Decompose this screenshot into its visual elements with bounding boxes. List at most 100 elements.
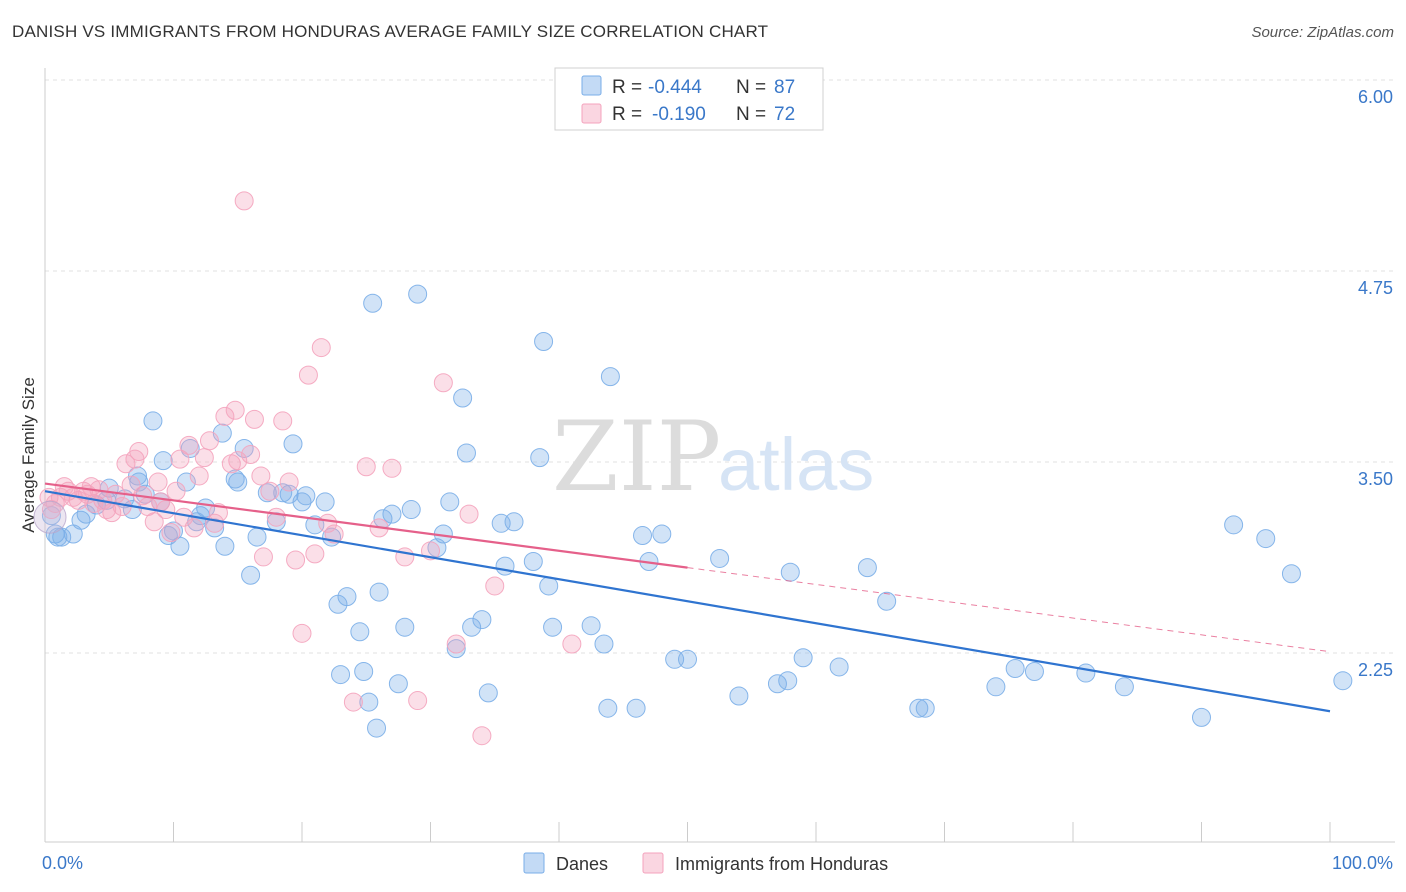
- point-danes: [292, 492, 312, 512]
- point-honduras: [116, 454, 136, 474]
- chart-title: DANISH VS IMMIGRANTS FROM HONDURAS AVERA…: [12, 22, 769, 41]
- point-honduras: [286, 550, 306, 570]
- point-honduras: [184, 518, 204, 538]
- point-danes: [523, 552, 543, 572]
- point-danes: [359, 692, 379, 712]
- point-danes: [408, 284, 428, 304]
- point-honduras: [253, 547, 273, 567]
- point-danes: [1024, 662, 1044, 682]
- point-danes: [472, 610, 492, 630]
- legend-r-label: R =: [612, 77, 642, 98]
- point-honduras: [244, 409, 264, 429]
- point-honduras: [311, 338, 331, 358]
- point-danes: [710, 548, 730, 568]
- point-honduras: [472, 726, 492, 746]
- x-tick-labels: 0.0% 100.0%: [42, 853, 1393, 873]
- point-honduras: [562, 634, 582, 654]
- point-danes: [215, 536, 235, 556]
- point-honduras: [161, 522, 181, 542]
- point-danes: [678, 649, 697, 669]
- point-danes: [793, 648, 813, 668]
- bottom-legend-swatch-honduras: [642, 852, 664, 874]
- point-danes: [225, 469, 245, 489]
- point-danes: [446, 639, 466, 659]
- point-danes: [633, 526, 653, 546]
- x-tick-label-max: 100.0%: [1332, 853, 1393, 873]
- legend-n-label: N =: [736, 77, 766, 98]
- point-danes: [1114, 677, 1134, 697]
- point-honduras: [144, 512, 164, 532]
- point-danes: [395, 617, 415, 637]
- point-danes: [363, 293, 383, 313]
- point-danes: [626, 698, 646, 718]
- point-danes: [495, 556, 515, 576]
- point-honduras: [156, 500, 176, 520]
- legend-swatch-danes: [581, 75, 602, 96]
- point-honduras: [408, 691, 428, 711]
- trendline-honduras: [44, 482, 688, 569]
- watermark-zip: ZIP: [552, 401, 721, 513]
- legend-n-value: 72: [774, 104, 795, 125]
- point-honduras: [305, 544, 325, 564]
- watermark: ZIP atlas: [552, 401, 874, 513]
- point-danes: [478, 683, 498, 703]
- point-danes: [915, 698, 935, 718]
- trendline-honduras-extrapolated: [687, 567, 1331, 653]
- point-danes: [367, 718, 387, 738]
- point-honduras: [234, 191, 254, 211]
- point-danes: [170, 536, 190, 556]
- point-danes: [780, 562, 800, 582]
- point-danes: [767, 674, 787, 694]
- legend-n-value: 87: [774, 77, 795, 98]
- point-danes: [71, 510, 91, 530]
- point-danes: [296, 486, 316, 506]
- point-honduras: [485, 576, 505, 596]
- points-danes: [41, 284, 1353, 738]
- point-danes: [1076, 663, 1096, 683]
- point-honduras: [225, 400, 245, 420]
- y-tick-label: 3.50: [1358, 469, 1393, 489]
- point-danes: [337, 587, 357, 607]
- point-danes: [778, 671, 798, 691]
- point-honduras: [189, 466, 209, 486]
- point-honduras: [356, 457, 376, 477]
- point-danes: [581, 616, 601, 636]
- point-honduras: [279, 472, 299, 492]
- point-danes: [453, 388, 473, 408]
- point-danes: [180, 438, 200, 458]
- point-danes: [729, 686, 749, 706]
- point-danes: [857, 558, 877, 578]
- legend-r-label: R =: [612, 104, 642, 125]
- point-honduras: [251, 466, 271, 486]
- point-honduras: [318, 513, 338, 533]
- point-danes: [543, 617, 563, 637]
- point-danes: [530, 448, 550, 468]
- point-danes: [1256, 529, 1276, 549]
- bottom-legend: Danes Immigrants from Honduras: [523, 852, 888, 874]
- chart-source: Source: ZipAtlas.com: [1251, 24, 1394, 41]
- point-honduras: [97, 500, 117, 520]
- point-danes: [369, 582, 389, 602]
- point-danes: [1005, 658, 1025, 678]
- point-honduras: [260, 481, 280, 501]
- trendline-danes: [44, 490, 1331, 713]
- point-danes: [1224, 515, 1244, 535]
- point-danes: [462, 617, 482, 637]
- point-honduras: [343, 692, 363, 712]
- y-tick-labels: 2.25 3.50 4.75 6.00: [1358, 87, 1393, 680]
- point-honduras: [199, 431, 219, 451]
- point-honduras: [241, 445, 261, 465]
- bottom-legend-label-honduras: Immigrants from Honduras: [675, 854, 888, 874]
- point-danes: [504, 512, 524, 532]
- y-tick-label: 2.25: [1358, 660, 1393, 680]
- trendlines: [44, 482, 1331, 713]
- point-danes: [241, 565, 261, 585]
- point-honduras: [324, 524, 344, 544]
- point-honduras: [421, 541, 440, 561]
- point-danes: [1281, 564, 1301, 584]
- point-honduras: [228, 451, 248, 471]
- point-danes: [41, 506, 61, 526]
- point-honduras: [129, 441, 149, 461]
- point-honduras: [395, 547, 415, 567]
- point-danes: [247, 527, 267, 547]
